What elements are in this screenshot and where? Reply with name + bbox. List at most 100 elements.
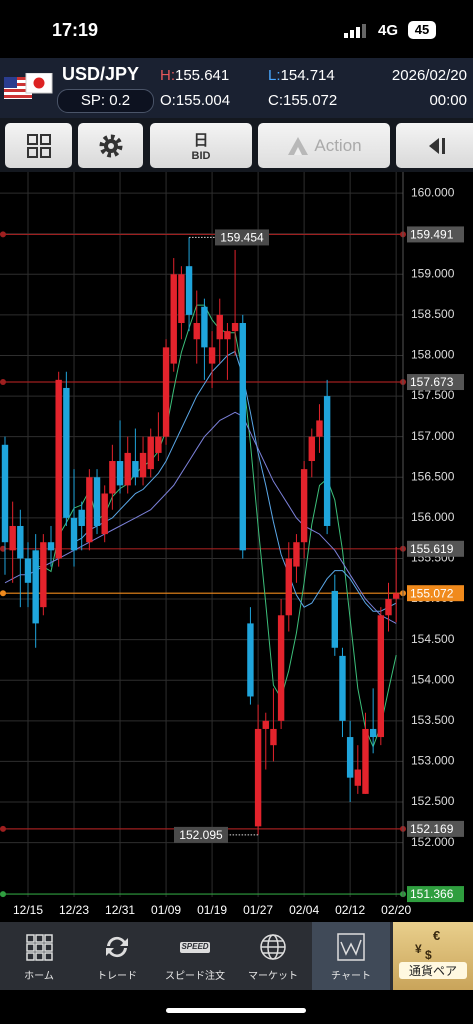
collapse-icon [429,137,445,154]
candle-body [63,387,70,518]
tab[interactable]: SPEED スピード注文 [156,922,234,990]
settings-button[interactable] [78,123,143,168]
status-bar: 17:19 4G 45 [0,0,473,58]
network: 4G [378,22,399,39]
candle-body [193,323,200,340]
signal-icon [344,24,366,38]
candle-body [147,436,154,470]
candle-body [369,728,377,738]
candle-body [86,477,93,543]
layout-button[interactable] [5,123,72,168]
tab[interactable]: € ¥ $ 通貨ペア [393,922,473,990]
y-tick-label: 153.500 [411,713,455,727]
y-tick-label: 158.000 [411,348,455,362]
candle-body [354,769,362,786]
candle-body [270,728,277,746]
period-button[interactable]: 日 BID [150,123,252,168]
candle-body [277,615,285,721]
price-line-label: 157.673 [410,375,454,389]
candle-body [201,306,208,348]
candle-body [208,347,216,364]
candle-body [139,452,147,478]
price-line-dot [0,825,6,832]
open: O:155.004 [160,92,230,109]
tab-label: スピード注文 [165,971,225,982]
y-tick-label: 154.500 [411,632,455,646]
price-line-label: 155.072 [410,586,454,600]
y-tick-label: 160.000 [411,185,455,199]
action-label: Action [314,135,362,155]
candle-body [239,323,246,551]
y-tick-label: 157.500 [411,388,455,402]
candle-body [47,542,55,551]
tab[interactable]: ホーム [0,922,78,990]
candle-body [24,558,32,583]
candle-body [93,477,101,526]
price-line-label: 152.169 [410,822,454,836]
x-tick-label: 02/20 [381,903,411,917]
candle-body [124,452,131,486]
tab-label: 通貨ペア [399,962,467,979]
price-line-label-bg [407,585,464,602]
ma-line [4,411,397,624]
candle-body [78,509,85,526]
y-tick-label: 156.000 [411,510,455,524]
open-value: 155.004 [175,92,231,109]
candle-body [17,525,24,559]
tab[interactable]: トレード [78,922,156,990]
battery: 45 [408,21,436,39]
tab[interactable]: マーケット [234,922,312,990]
high-value: 155.641 [175,67,230,84]
candle-body [331,590,338,648]
grid-icon [26,133,51,158]
x-tick-label: 02/12 [335,903,365,917]
annotation-bg [215,229,269,246]
high-label: H: [160,67,175,84]
tab-icon-symbol: ¥ [415,942,422,956]
tab[interactable]: チャート [312,922,390,990]
date: 2026/02/20 [391,67,467,84]
price-line-label-bg [407,540,464,557]
x-tick-label: 01/09 [151,903,181,917]
gear-icon [99,134,122,157]
y-tick-label: 154.000 [411,672,455,686]
tab-icon [312,932,390,962]
candle-body [254,728,262,827]
candle-body [308,436,315,462]
candle-body [1,444,9,543]
spread-label: SP: [80,92,106,109]
toolbar: 日 BID Action [0,118,473,172]
candle-body [293,542,300,567]
period: 日 [193,132,209,149]
price-line-label: 159.491 [410,228,454,242]
price-line-label-bg [407,820,464,837]
candle-body [185,266,193,315]
y-tick-label: 153.000 [411,754,455,768]
y-tick-label: 159.000 [411,266,455,280]
x-tick-label: 02/04 [289,903,319,917]
candle-body [178,274,185,324]
home-indicator [166,1008,306,1013]
candle-body [300,469,308,543]
price-line-label-bg [407,226,464,243]
close-value: 155.072 [283,92,338,109]
action-button[interactable]: Action [258,123,390,168]
tab-label: トレード [97,971,137,982]
tab-icon [0,932,78,962]
price-type: BID [191,150,211,162]
candle-body [40,542,47,608]
price-line-label-bg [407,374,464,391]
clock: 17:19 [52,20,99,40]
price-line-dot [0,590,6,597]
candle-body [162,347,170,437]
candle-body [216,314,223,340]
annotation-label: 159.454 [220,231,264,245]
panel-button[interactable] [396,123,473,168]
chart: 152.000 152.500 153.000 153.500 154.000 154.5… [0,172,473,922]
candle-body [32,550,39,624]
price-line-dot [0,891,6,898]
low: L:154.714 [268,67,335,84]
chart-background [0,172,473,922]
candle-body [339,655,346,721]
